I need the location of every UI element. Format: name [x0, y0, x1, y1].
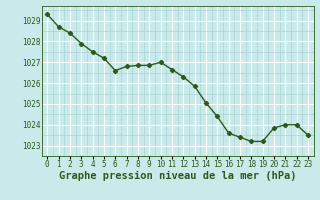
X-axis label: Graphe pression niveau de la mer (hPa): Graphe pression niveau de la mer (hPa)	[59, 171, 296, 181]
